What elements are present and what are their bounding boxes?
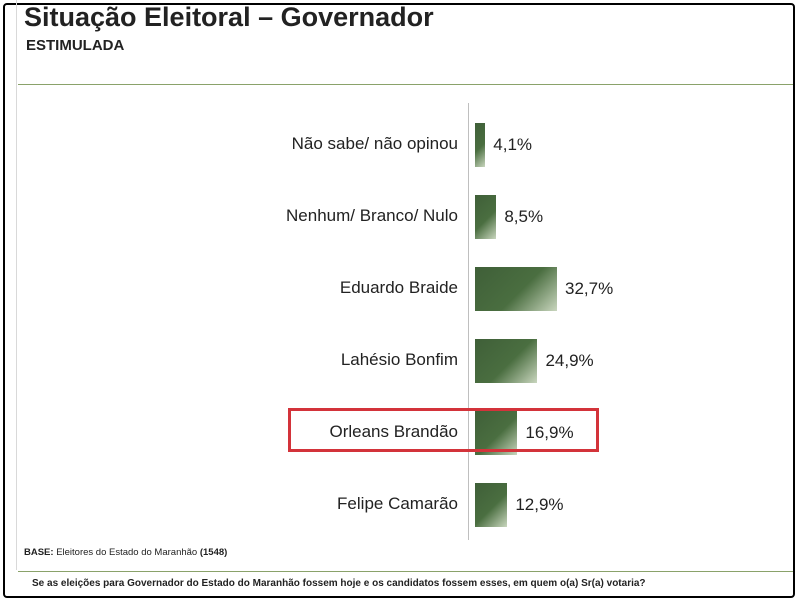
bar (475, 339, 538, 383)
value-label: 12,9% (515, 495, 564, 514)
value-label: 32,7% (565, 279, 614, 298)
value-label: 4,1% (493, 135, 533, 154)
bar (475, 267, 557, 311)
category-label: Felipe Camarão (337, 494, 458, 513)
chart-axis (468, 103, 469, 540)
bar (475, 411, 518, 455)
base-text: Eleitores do Estado do Maranhão (56, 547, 198, 558)
page-subtitle: ESTIMULADA (26, 37, 125, 54)
header-divider (18, 84, 793, 85)
survey-question: Se as eleições para Governador do Estado… (32, 578, 646, 589)
highlight-box (288, 408, 599, 452)
category-label: Lahésio Bonfim (340, 350, 458, 369)
value-label: 24,9% (545, 351, 594, 370)
page-title: Situação Eleitoral – Governador (24, 2, 434, 32)
base-note: BASE: Eleitores do Estado do Maranhão (1… (24, 547, 227, 558)
slide-frame (3, 3, 795, 598)
value-label: 8,5% (504, 207, 544, 226)
bar (475, 195, 497, 239)
footer-divider (18, 571, 793, 572)
category-label: Eduardo Braide (339, 278, 458, 297)
value-label: 16,9% (525, 423, 574, 442)
base-label: BASE: (24, 547, 54, 558)
bar (475, 483, 508, 527)
category-label: Nenhum/ Branco/ Nulo (286, 206, 458, 225)
base-count: (1548) (199, 547, 228, 558)
category-label: Orleans Brandão (329, 422, 458, 441)
left-divider (16, 0, 17, 570)
bar (475, 123, 486, 167)
category-label: Não sabe/ não opinou (291, 134, 458, 153)
